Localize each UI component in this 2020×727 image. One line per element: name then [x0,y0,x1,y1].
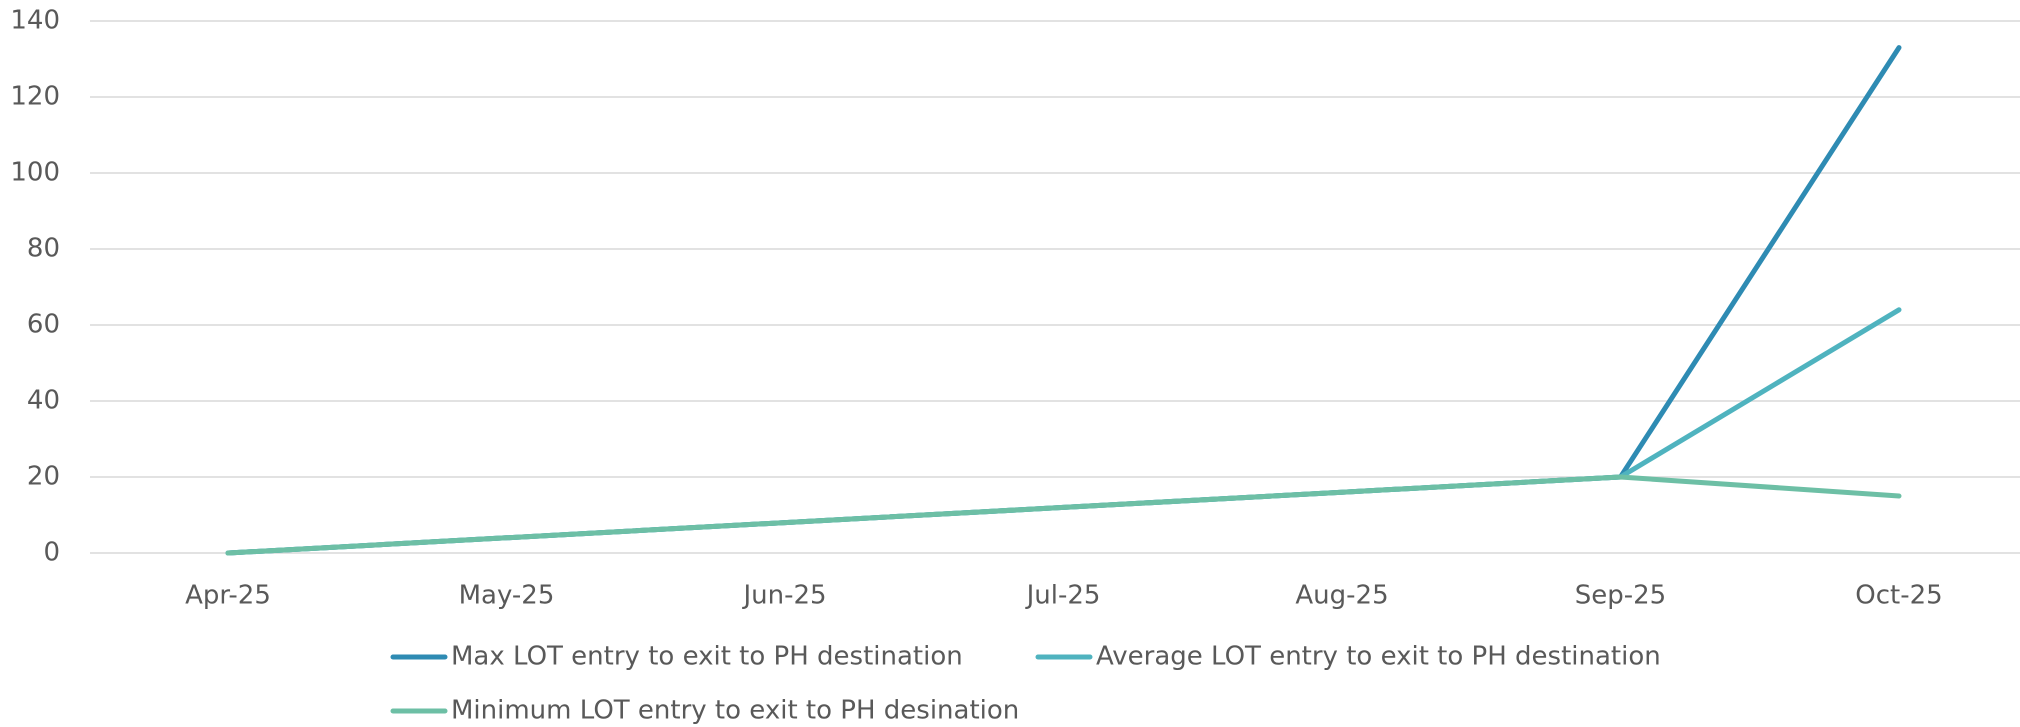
y-tick-label: 60 [27,310,60,340]
y-tick-label: 140 [10,6,60,36]
y-tick-label: 20 [27,462,60,492]
legend-label: Minimum LOT entry to exit to PH desinati… [451,696,1019,726]
legend-label: Average LOT entry to exit to PH destinat… [1096,642,1661,672]
y-tick-label: 0 [43,538,60,568]
y-tick-label: 40 [27,386,60,416]
x-tick-label: Aug-25 [1295,581,1388,611]
legend-label: Max LOT entry to exit to PH destination [451,642,963,672]
y-tick-label: 80 [27,234,60,264]
x-tick-label: Apr-25 [185,581,271,611]
x-tick-label: Jun-25 [741,581,826,611]
x-tick-label: May-25 [459,581,555,611]
y-tick-label: 100 [10,158,60,188]
x-tick-label: Jul-25 [1025,581,1101,611]
series-line [225,474,1902,556]
x-tick-label: Sep-25 [1575,581,1666,611]
y-tick-label: 120 [10,82,60,112]
x-tick-label: Oct-25 [1855,581,1942,611]
